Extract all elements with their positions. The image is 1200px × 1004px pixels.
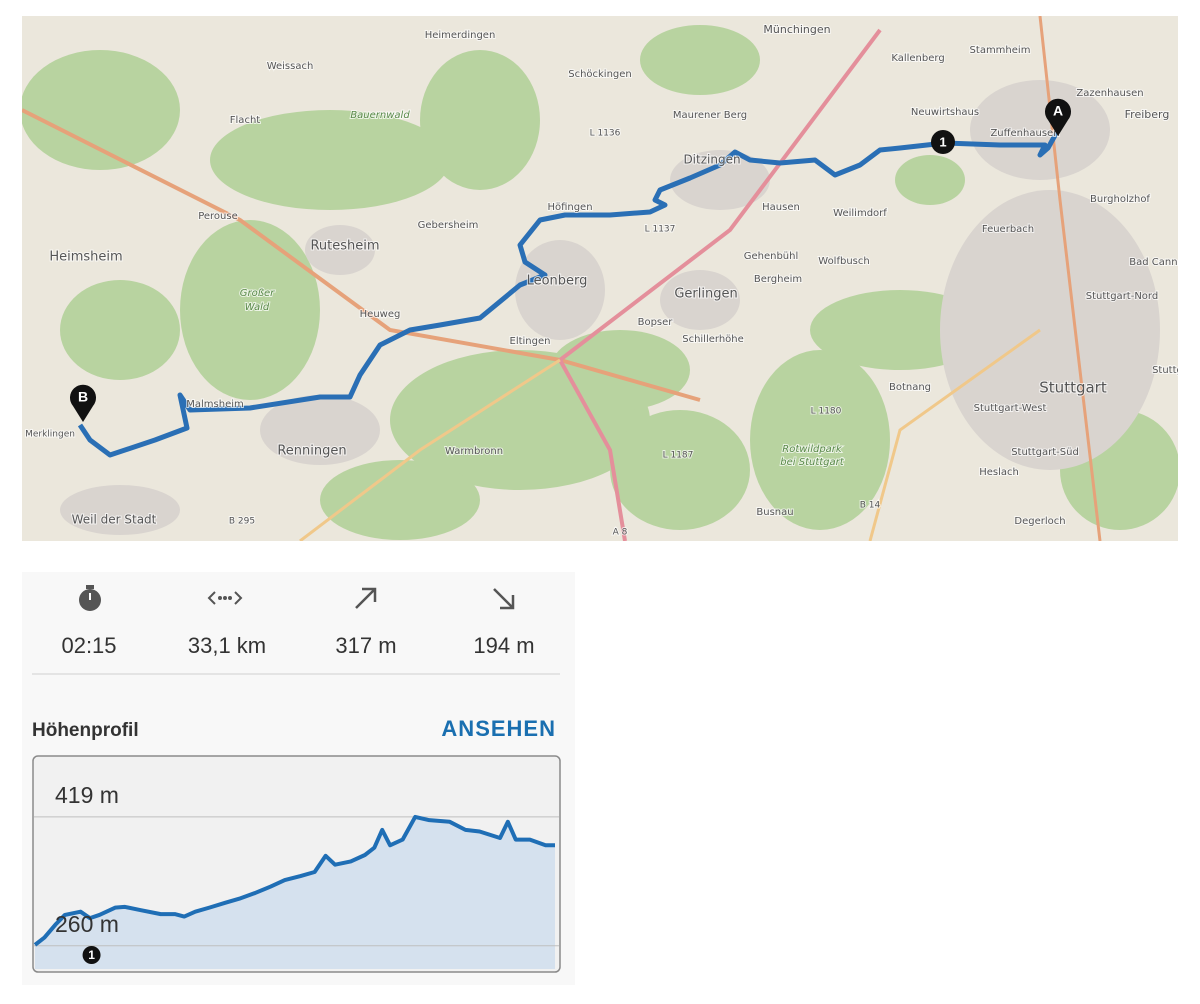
map-label: L 1187 [663,451,694,461]
map-label: bei Stuttgart [780,457,844,468]
elevation-area [35,816,555,969]
map-label: Münchingen [763,23,830,36]
map-label: Heslach [979,467,1019,478]
route [77,128,1061,458]
map-label: Rotwildpark [782,444,843,455]
map-label: Merklingen [25,430,75,440]
urban [60,80,1160,535]
waypoint-marker[interactable]: 1 [931,130,955,154]
map-label: Gehenbühl [744,251,799,262]
map-label: Renningen [277,444,346,459]
map-labels: Heimerdingen Münchingen Kallenberg Stammhei… [24,22,1200,539]
map-label: Wolfbusch [818,256,869,267]
map-label: Zuffenhausen [990,128,1059,139]
map-label: A 8 [613,528,628,538]
profile-title: Höhenprofil [32,720,139,741]
map-label: Freiberg [1125,108,1170,121]
duration-icon [79,585,101,611]
map-label: Heimerdingen [425,30,496,41]
map-label: Heuweg [360,309,401,320]
map-label: Zazenhausen [1076,88,1143,99]
map-label: Leonberg [527,274,588,289]
map-label: Stuttgart-Nord [1086,291,1158,302]
map-label: Weissach [267,61,314,72]
descent-icon [493,588,515,610]
map-label: Burgholzhof [1090,194,1150,205]
map-label: Weilimdorf [833,208,887,219]
panel: 02:15 33,1 km 317 m 194 m Höhenprofil AN… [22,572,575,985]
map-label: Bauernwald [350,110,410,121]
map-label: L 1137 [645,225,676,235]
map-label: Eltingen [510,336,551,347]
map-label: Degerloch [1014,516,1065,527]
map-label: B 295 [229,517,255,527]
map-label: Höfingen [547,202,592,213]
map-label: Weil der Stadt [72,513,157,527]
y-tick-label: 419 m [55,782,119,808]
map-label: L 1136 [590,129,621,139]
elevation-line [33,814,555,947]
map-label: Rutesheim [310,239,379,254]
duration: 02:15 [61,633,116,658]
distance-icon [207,591,243,605]
map[interactable]: Heimerdingen Münchingen Kallenberg Stammhei… [20,16,1200,541]
map-label: Kallenberg [891,53,944,64]
map-label: Heimsheim [49,250,122,265]
map-label: Großer [240,288,275,299]
map-label: Feuerbach [982,224,1034,235]
descent: 194 m [473,633,534,658]
map-label: Maurener Berg [673,110,747,121]
end-marker[interactable]: B [70,384,97,422]
ascent-icon [355,587,377,609]
marker-label: B [78,389,88,405]
map-label: Neuwirtshaus [911,107,979,118]
view-button[interactable]: ANSEHEN [441,716,556,741]
roads [22,16,1102,541]
map-label: Stammheim [970,45,1031,56]
y-tick-label: 260 m [55,911,119,937]
forest [22,25,1178,540]
map-label: Busnau [756,507,793,518]
distance: 33,1 km [188,633,266,658]
map-label: Stuttgart [1039,379,1107,397]
start-marker[interactable]: A [1045,98,1071,136]
map-label: Ditzingen [683,153,740,167]
map-label: Stuttgart-Ost [1152,365,1200,376]
map-label: Gebersheim [418,220,479,231]
ascent: 317 m [335,633,396,658]
marker-label: 1 [939,134,946,149]
profile-waypoint-label: 1 [88,948,95,962]
map-label: Stuttgart-West [974,403,1047,414]
profile-waypoint [82,946,101,964]
map-label: Flacht [230,115,260,126]
map-label: Warmbronn [445,446,503,457]
map-label: Schillerhöhe [682,334,744,345]
marker-label: A [1053,103,1063,119]
map-label: Malmsheim [186,399,244,410]
map-label: Hausen [762,202,800,213]
map-label: Botnang [889,382,931,393]
map-label: Stuttgart-Süd [1011,447,1079,458]
map-label: Schöckingen [568,69,632,80]
map-label: Wald [245,302,270,313]
map-label: B 14 [860,501,881,511]
elevation-chart: 419 m 260 m 1 [33,782,559,969]
map-label: Bopser [638,317,674,328]
map-label: Bergheim [754,274,802,285]
map-label: Bad Cannstatt [1129,257,1200,268]
map-label: L 1180 [811,407,842,417]
map-label: Perouse [198,211,238,222]
map-label: Gerlingen [674,287,737,302]
